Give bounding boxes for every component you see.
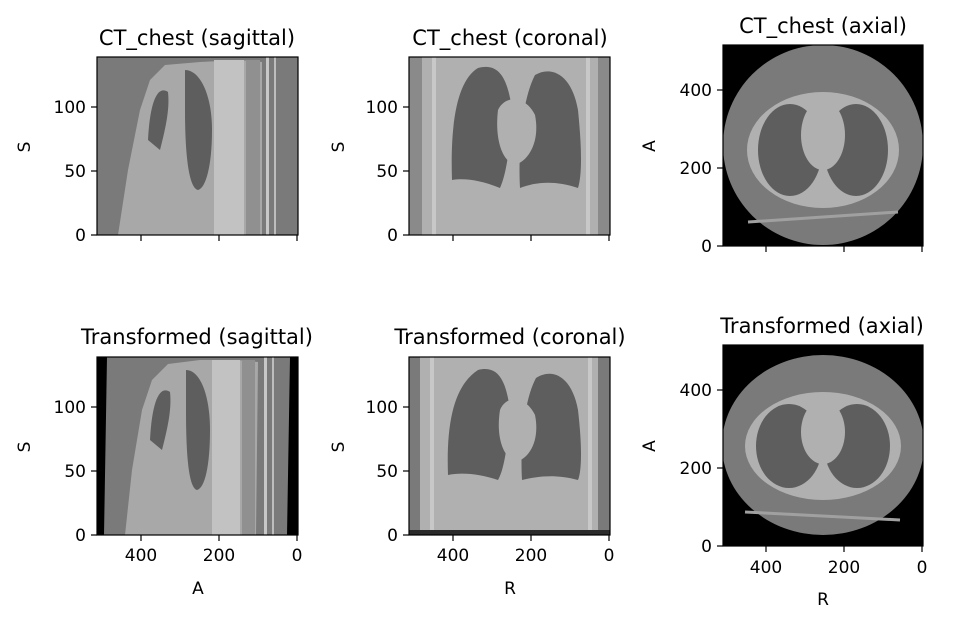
ytick-label: 0 <box>701 237 712 257</box>
y-axis-label: S <box>329 442 349 453</box>
ytick-label: 50 <box>64 162 86 182</box>
panel-ct-sagittal: 0 50 100 S CT_chest (sagittal) <box>15 26 299 246</box>
ct-axial-image <box>723 45 923 246</box>
panel-transformed-axial: 0 200 400 400 200 0 R A Transformed (axi… <box>640 314 927 610</box>
y-axis-label: A <box>640 440 660 452</box>
x-axis-label: R <box>504 579 516 599</box>
xtick-label: 400 <box>125 546 157 566</box>
ct-coronal-image <box>409 57 610 235</box>
ytick-label: 50 <box>64 462 86 482</box>
xtick-label: 200 <box>828 558 860 578</box>
ytick-label: 0 <box>387 526 398 546</box>
xtick-label: 400 <box>750 558 782 578</box>
ytick-label: 200 <box>680 159 712 179</box>
ytick-label: 100 <box>366 98 398 118</box>
xtick-label: 200 <box>515 546 547 566</box>
ct-sagittal-image <box>97 57 298 235</box>
y-axis-label: S <box>329 142 349 153</box>
panel-transformed-sagittal: 0 50 100 400 200 0 A S Transformed (sagi… <box>15 325 313 599</box>
transformed-sagittal-image <box>97 357 298 535</box>
ytick-label: 0 <box>75 526 86 546</box>
ytick-label: 0 <box>387 226 398 246</box>
xtick-label: 400 <box>437 546 469 566</box>
panel-transformed-coronal: 0 50 100 400 200 0 R S Transformed (coro… <box>329 325 626 599</box>
transformed-coronal-image <box>409 357 610 535</box>
panel-ct-axial: 0 200 400 A CT_chest (axial) <box>640 14 924 257</box>
ytick-label: 0 <box>75 226 86 246</box>
ytick-label: 400 <box>680 81 712 101</box>
transformed-axial-image <box>723 345 923 546</box>
ytick-label: 400 <box>680 381 712 401</box>
panel-title: Transformed (axial) <box>719 314 924 338</box>
xtick-label: 200 <box>203 546 235 566</box>
panel-title: CT_chest (axial) <box>739 14 907 39</box>
x-axis-label: A <box>192 579 204 599</box>
panel-ct-coronal: 0 50 100 S CT_chest (coronal) <box>329 26 611 246</box>
panel-title: Transformed (coronal) <box>393 325 625 349</box>
panel-title: CT_chest (sagittal) <box>99 26 295 51</box>
xtick-label: 0 <box>604 546 615 566</box>
ytick-label: 100 <box>54 98 86 118</box>
y-axis-label: A <box>640 140 660 152</box>
ytick-label: 100 <box>54 398 86 418</box>
ytick-label: 50 <box>376 462 398 482</box>
ytick-label: 100 <box>366 398 398 418</box>
ytick-label: 0 <box>701 537 712 557</box>
y-axis-label: S <box>15 442 35 453</box>
xtick-label: 0 <box>917 558 928 578</box>
x-axis-label: R <box>817 590 829 610</box>
ytick-label: 50 <box>376 162 398 182</box>
panel-title: Transformed (sagittal) <box>80 325 313 349</box>
xtick-label: 0 <box>292 546 303 566</box>
ytick-label: 200 <box>680 459 712 479</box>
y-axis-label: S <box>15 142 35 153</box>
panel-title: CT_chest (coronal) <box>412 26 607 51</box>
